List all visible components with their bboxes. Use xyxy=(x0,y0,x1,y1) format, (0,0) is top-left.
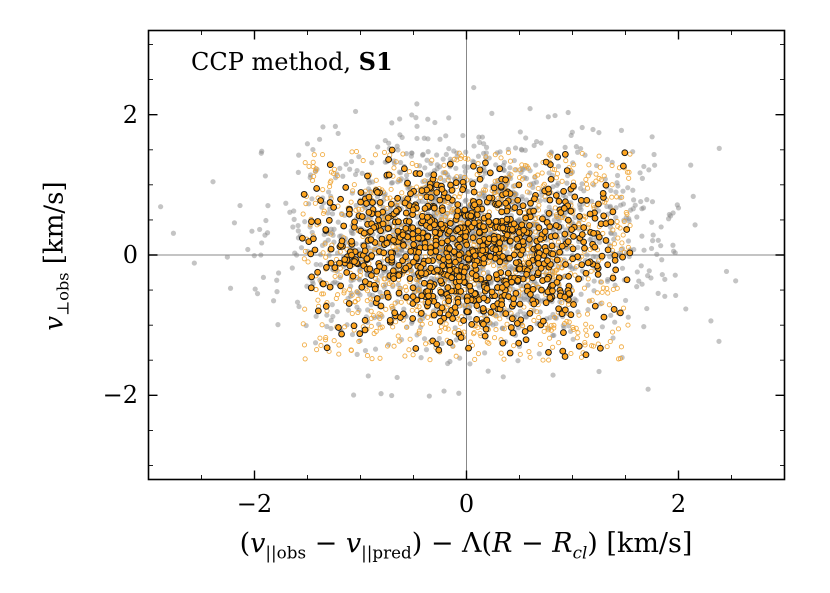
y-tick-label: 2 xyxy=(122,100,138,129)
axis-label-fragment: [km/s] xyxy=(39,181,70,273)
x-tick-label: 2 xyxy=(670,490,687,518)
axis-label-fragment: ||obs xyxy=(265,542,307,563)
axis-label-fragment: v xyxy=(250,528,266,559)
annotation-method-text: CCP method, xyxy=(191,48,359,76)
annotation-sample-id: S1 xyxy=(358,47,393,76)
axis-label-fragment: ) [km/s] xyxy=(587,528,693,559)
x-tick-label: 0 xyxy=(458,490,475,518)
axis-label-fragment: v xyxy=(39,315,70,331)
y-axis-label: v⊥obs [km/s] xyxy=(39,181,72,330)
axis-label-fragment: R xyxy=(492,528,513,559)
x-axis-label: (v||obs − v||pred) − Λ(R − Rcl) [km/s] xyxy=(240,528,693,562)
axis-label-fragment: ( xyxy=(239,528,251,559)
axis-label-fragment: v xyxy=(345,528,362,559)
axis-label-fragment: ||pred xyxy=(361,542,412,563)
y-tick-label: 0 xyxy=(122,241,138,269)
axis-label-fragment: cl xyxy=(572,542,588,563)
axis-label-fragment: R xyxy=(552,528,573,559)
x-tick-label: −2 xyxy=(236,490,273,518)
y-tick-label: −2 xyxy=(102,381,138,410)
axis-label-fragment: ⊥obs xyxy=(53,272,73,316)
plot-annotation: CCP method, S1 xyxy=(191,47,393,76)
axis-label-fragment: ) − Λ( xyxy=(411,528,493,559)
axis-label-fragment: − xyxy=(512,528,553,559)
axis-label-fragment: − xyxy=(306,528,346,559)
